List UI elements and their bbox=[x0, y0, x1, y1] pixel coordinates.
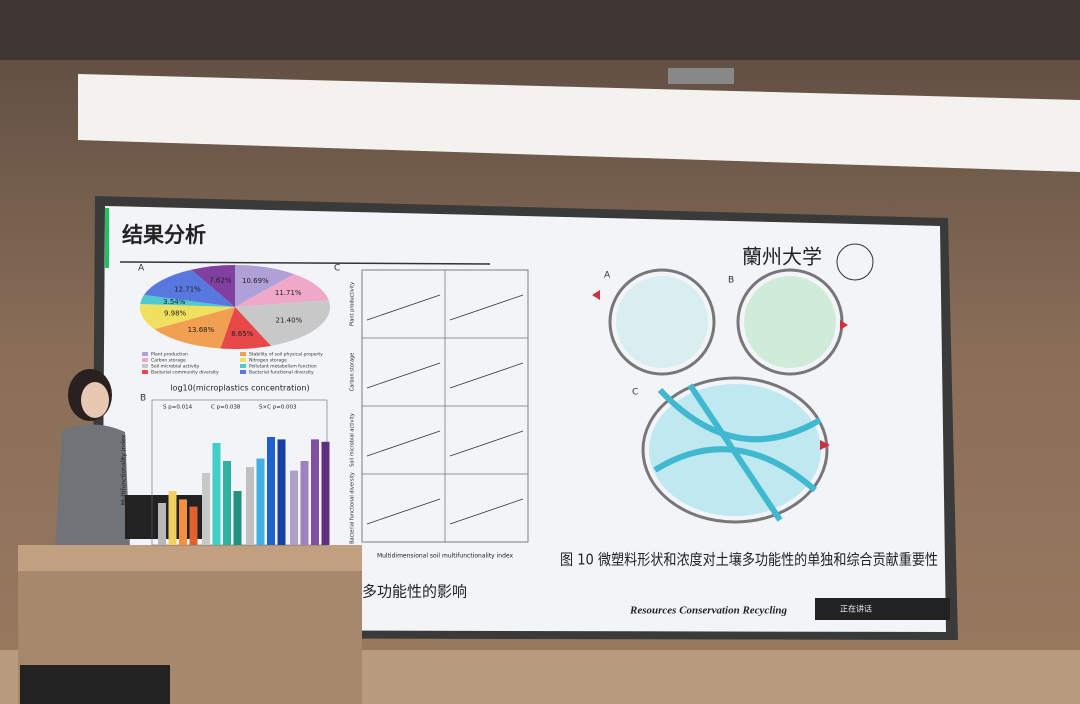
pie-slice bbox=[235, 300, 330, 346]
fit-line bbox=[449, 498, 524, 525]
ceiling-light bbox=[78, 74, 1080, 172]
scatter-y-label: Plant productivity bbox=[350, 282, 356, 326]
pie-label: 3.54% bbox=[163, 298, 186, 306]
legend-entry: Soil microbial activity bbox=[151, 364, 200, 370]
logo: 蘭州大学 bbox=[742, 245, 822, 269]
pie-label: 9.98% bbox=[164, 310, 187, 318]
legend-swatch bbox=[240, 364, 246, 368]
pie-label: 21.40% bbox=[276, 316, 303, 324]
pie-label: 12.71% bbox=[174, 286, 201, 294]
pie-slice bbox=[140, 294, 235, 307]
scatter-y-label: Soil microbial activity bbox=[350, 413, 356, 467]
accent bbox=[105, 208, 109, 268]
speaking-bar bbox=[815, 598, 950, 620]
vent bbox=[668, 68, 734, 84]
legend-entry: Stability of soil physical property bbox=[249, 352, 323, 358]
test-label: C p=0.038 bbox=[211, 405, 241, 411]
panel-label: B bbox=[140, 394, 146, 404]
legend-swatch bbox=[142, 352, 148, 356]
bar-y-label: Multifunctionality index bbox=[121, 434, 128, 505]
presenter bbox=[55, 369, 130, 548]
emblem bbox=[836, 243, 874, 281]
legend-swatch bbox=[240, 352, 246, 356]
pie-label: 7.62% bbox=[209, 276, 232, 284]
bar bbox=[277, 439, 286, 545]
bar bbox=[189, 506, 198, 545]
bar bbox=[233, 491, 242, 545]
scatter-y-label: Carbon storage bbox=[350, 353, 356, 392]
fit-line bbox=[366, 430, 441, 457]
bar bbox=[256, 458, 265, 545]
legend-swatch bbox=[240, 370, 246, 374]
panel-label: C bbox=[632, 388, 638, 398]
pie-label: 13.68% bbox=[188, 326, 215, 334]
bar-axis-title: log10(microplastics concentration) bbox=[170, 384, 309, 393]
bar bbox=[267, 437, 275, 545]
test-label: S p=0.014 bbox=[163, 405, 193, 411]
fit-line bbox=[449, 430, 524, 457]
bar bbox=[290, 470, 298, 545]
speaker bbox=[20, 665, 170, 704]
panel-label: A bbox=[138, 264, 145, 274]
bar bbox=[311, 439, 319, 545]
pie-slice bbox=[154, 307, 235, 349]
fit-line bbox=[449, 362, 524, 389]
legend-entry: Nitrogen storage bbox=[249, 358, 287, 364]
legend-swatch bbox=[142, 358, 148, 362]
test-label: S×C p=0.003 bbox=[259, 405, 297, 411]
fit-line bbox=[449, 294, 524, 321]
panel-label: A bbox=[604, 271, 611, 281]
bar bbox=[246, 467, 254, 545]
pie-slice bbox=[191, 265, 235, 307]
panel-label: C bbox=[334, 264, 340, 274]
bar bbox=[202, 473, 210, 545]
journal: Resources Conservation Recycling bbox=[629, 605, 788, 617]
pie-label: 10.69% bbox=[242, 277, 269, 285]
pie-slice bbox=[220, 307, 272, 349]
ceiling bbox=[0, 0, 1080, 60]
panel-label: B bbox=[728, 276, 734, 286]
pie-label: 8.65% bbox=[231, 330, 254, 338]
legend-swatch bbox=[240, 358, 246, 362]
bar bbox=[212, 443, 221, 545]
bar bbox=[179, 499, 187, 545]
pie-slice bbox=[144, 269, 235, 307]
legend-entry: Pollutant metabolism function bbox=[249, 364, 317, 370]
bar bbox=[223, 461, 231, 545]
legend-swatch bbox=[142, 364, 148, 368]
legend-entry: Bacterial community diversity bbox=[151, 370, 219, 376]
legend-swatch bbox=[142, 370, 148, 374]
pie-label: 11.71% bbox=[275, 289, 302, 297]
speaking-label: 正在讲话 bbox=[840, 604, 872, 614]
title-rule bbox=[119, 261, 491, 265]
podium-top bbox=[18, 545, 362, 571]
scatter-y-label: Bacterial functional diversity bbox=[350, 472, 356, 544]
pie-slice bbox=[235, 265, 295, 307]
bar bbox=[158, 503, 166, 545]
fragment: 多功能性的影响 bbox=[362, 583, 467, 601]
bar bbox=[300, 461, 309, 545]
fit-line bbox=[366, 498, 441, 525]
legend-entry: Bacterial functional diversity bbox=[249, 370, 314, 376]
pie-slice bbox=[235, 274, 329, 307]
fit-line bbox=[366, 362, 441, 389]
bar bbox=[321, 441, 330, 545]
legend-entry: Carbon storage bbox=[151, 358, 186, 364]
scatter-cell bbox=[444, 473, 529, 543]
pie-slice bbox=[140, 304, 235, 330]
bar bbox=[168, 491, 177, 545]
caption: 图 10 微塑料形状和浓度对土壤多功能性的单独和综合贡献重要性 bbox=[560, 551, 938, 569]
fit-line bbox=[366, 294, 441, 321]
legend-entry: Plant production bbox=[151, 352, 188, 358]
chord-diagrams bbox=[592, 268, 848, 524]
slide-title: 结果分析 bbox=[122, 223, 206, 247]
scatter-x-label: Multidimensional soil multifunctionality… bbox=[377, 553, 514, 560]
